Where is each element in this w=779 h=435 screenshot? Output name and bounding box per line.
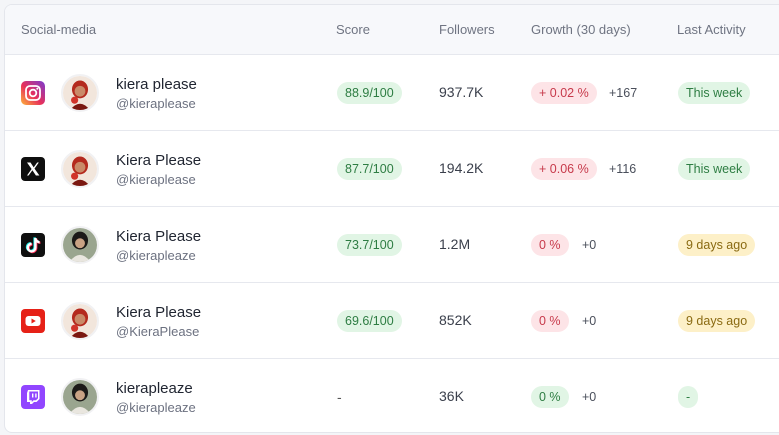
score-badge: 87.7/100 — [337, 158, 402, 180]
growth-delta: +167 — [609, 86, 638, 100]
avatar[interactable] — [61, 378, 99, 416]
avatar[interactable] — [61, 150, 99, 188]
profile-name[interactable]: Kiera Please — [116, 304, 202, 321]
activity-badge: This week — [678, 158, 751, 180]
growth-percent-badge: 0 % — [531, 234, 569, 256]
avatar[interactable] — [61, 74, 99, 112]
profile-handle: @kierapleaze — [116, 248, 196, 263]
growth-delta: +116 — [609, 162, 637, 176]
profile-handle: @KieraPlease — [116, 324, 200, 339]
score-badge: 69.6/100 — [337, 310, 402, 332]
youtube-icon — [21, 309, 45, 333]
profile-name[interactable]: kierapleaze — [116, 380, 193, 397]
followers-count: 36K — [439, 388, 464, 404]
profile-name[interactable]: Kiera Please — [116, 152, 202, 169]
tiktok-icon — [21, 233, 45, 257]
twitch-icon — [21, 385, 45, 409]
social-media-table: Social-media Score Followers Growth (30 … — [4, 4, 779, 433]
table-row[interactable]: kiera please @kieraplease 88.9/100 937.7… — [5, 55, 779, 131]
growth-percent-badge: + 0.06 % — [531, 158, 597, 180]
followers-count: 194.2K — [439, 160, 484, 176]
column-header-followers[interactable]: Followers — [439, 22, 495, 37]
growth-percent-badge: 0 % — [531, 386, 569, 408]
followers-count: 852K — [439, 312, 472, 328]
score-badge: 73.7/100 — [337, 234, 402, 256]
activity-badge: This week — [678, 82, 751, 104]
profile-handle: @kieraplease — [116, 96, 196, 111]
profile-name[interactable]: Kiera Please — [116, 228, 202, 245]
growth-delta: +0 — [582, 390, 597, 404]
score-empty: - — [337, 389, 342, 405]
activity-badge: 9 days ago — [678, 234, 756, 256]
instagram-icon — [21, 81, 45, 105]
growth-delta: +0 — [582, 238, 597, 252]
column-header-activity[interactable]: Last Activity — [677, 22, 746, 37]
activity-badge: - — [678, 386, 699, 408]
x-icon — [21, 157, 45, 181]
table-row[interactable]: Kiera Please @KieraPlease 69.6/100 852K … — [5, 283, 779, 359]
followers-count: 937.7K — [439, 84, 484, 100]
table-row[interactable]: Kiera Please @kierapleaze 73.7/100 1.2M … — [5, 207, 779, 283]
column-header-score[interactable]: Score — [336, 22, 370, 37]
table-row[interactable]: kierapleaze @kierapleaze - 36K 0 % +0 - — [5, 359, 779, 432]
avatar[interactable] — [61, 302, 99, 340]
activity-badge: 9 days ago — [678, 310, 756, 332]
score-badge: 88.9/100 — [337, 82, 402, 104]
growth-percent-badge: + 0.02 % — [531, 82, 597, 104]
table-row[interactable]: Kiera Please @kieraplease 87.7/100 194.2… — [5, 131, 779, 207]
column-header-social[interactable]: Social-media — [21, 22, 97, 37]
table-header: Social-media Score Followers Growth (30 … — [5, 5, 779, 55]
profile-handle: @kierapleaze — [116, 400, 196, 415]
avatar[interactable] — [61, 226, 99, 264]
growth-delta: +0 — [582, 314, 597, 328]
growth-percent-badge: 0 % — [531, 310, 569, 332]
profile-handle: @kieraplease — [116, 172, 196, 187]
followers-count: 1.2M — [439, 236, 471, 252]
profile-name[interactable]: kiera please — [116, 76, 197, 93]
column-header-growth[interactable]: Growth (30 days) — [531, 22, 631, 37]
